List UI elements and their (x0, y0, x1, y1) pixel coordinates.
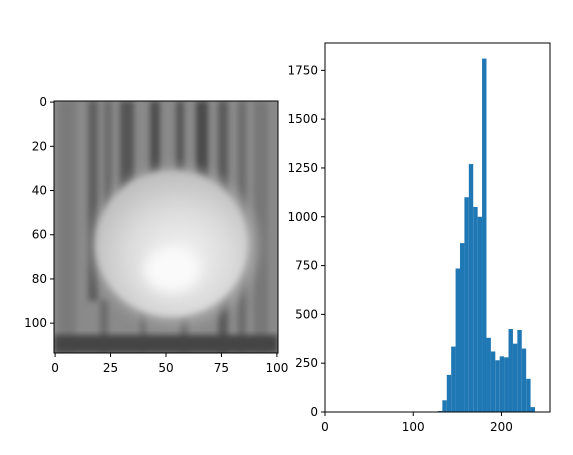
histogram-bar (508, 329, 513, 412)
y-tick-label: 60 (32, 228, 47, 242)
y-tick-label: 1250 (287, 161, 318, 175)
image-y-axis: 0 20 40 60 80 100 (24, 95, 54, 330)
histogram-bar (521, 348, 527, 412)
histogram-bar (460, 243, 465, 412)
y-tick-label: 500 (295, 307, 318, 321)
x-tick-label: 50 (158, 361, 173, 375)
y-tick-label: 1500 (287, 112, 318, 126)
y-tick-label: 20 (32, 139, 47, 153)
histogram-frame (324, 42, 551, 413)
y-tick-label: 100 (24, 316, 47, 330)
histogram-bar (482, 58, 487, 412)
x-tick-label: 200 (490, 420, 513, 434)
y-tick-label: 250 (295, 356, 318, 370)
y-tick-label: 1750 (287, 63, 318, 77)
x-tick-label: 75 (214, 361, 229, 375)
histogram-bar (530, 407, 535, 412)
y-tick-label: 0 (310, 405, 318, 419)
histogram-bar (517, 330, 522, 412)
x-tick-label: 0 (321, 420, 329, 434)
x-tick-label: 100 (402, 420, 425, 434)
y-tick-label: 80 (32, 272, 47, 286)
histogram-bar (455, 268, 460, 412)
histogram-bar (451, 346, 456, 412)
histogram-bar (526, 378, 531, 412)
image-panel: 0 25 50 75 100 0 20 40 60 80 100 (24, 95, 288, 375)
histogram-bar (464, 197, 469, 412)
histogram-bar (499, 356, 505, 412)
histogram-bar (504, 357, 509, 412)
grayscale-image (54, 101, 278, 353)
histogram-panel: 0 100 200 0 250 500 750 1000 1250 1500 1750 (287, 42, 551, 434)
histogram-bar (512, 343, 518, 412)
histogram-bar (468, 164, 474, 412)
y-tick-label: 40 (32, 184, 47, 198)
histogram-bar (442, 400, 447, 412)
histogram-bars (437, 58, 535, 412)
histogram-x-axis: 0 100 200 (321, 412, 513, 434)
y-tick-label: 1000 (287, 210, 318, 224)
x-tick-label: 100 (265, 361, 288, 375)
histogram-y-axis: 0 250 500 750 1000 1250 1500 1750 (287, 63, 325, 419)
image-x-axis: 0 25 50 75 100 (51, 353, 288, 375)
y-tick-label: 0 (39, 95, 47, 109)
histogram-bar (486, 337, 491, 412)
histogram-bar (477, 216, 483, 412)
x-tick-label: 0 (51, 361, 59, 375)
y-tick-label: 750 (295, 259, 318, 273)
histogram-bar (495, 360, 500, 412)
histogram-bar (473, 207, 478, 412)
histogram-bar (446, 374, 452, 412)
histogram-bar (490, 351, 496, 412)
x-tick-label: 25 (103, 361, 118, 375)
